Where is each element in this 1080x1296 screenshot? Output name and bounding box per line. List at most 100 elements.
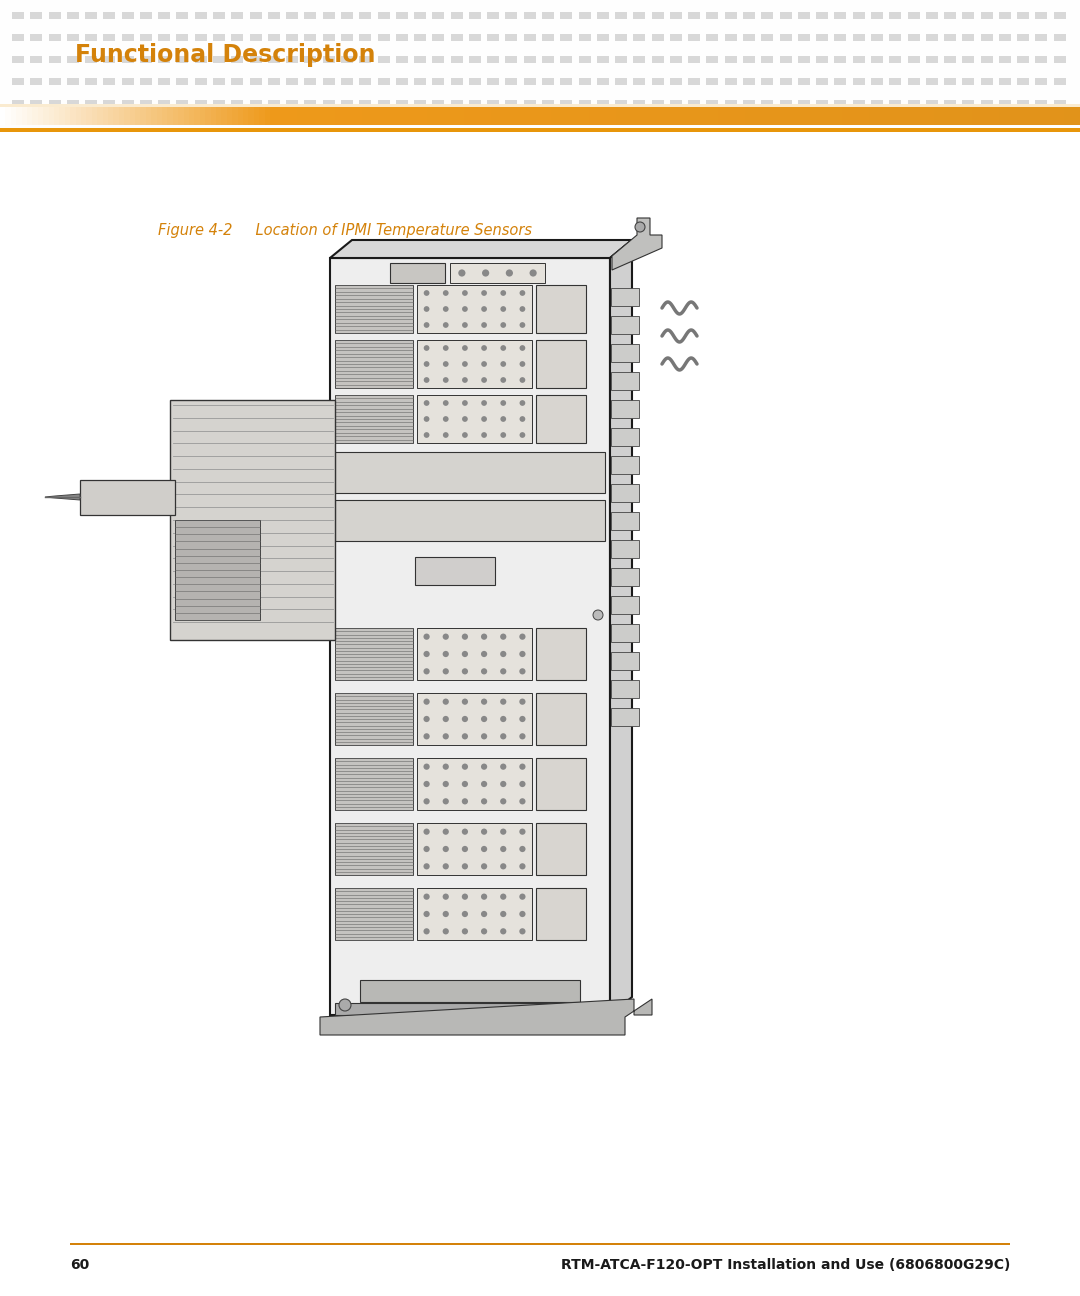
Bar [85,78,97,86]
Bar [323,56,335,64]
Bar [611,483,639,502]
Bar [816,56,828,64]
Bar [1036,34,1048,41]
Bar [49,105,55,124]
Circle shape [423,416,430,422]
Circle shape [443,323,448,328]
Bar [853,105,860,124]
Bar [835,34,847,41]
Bar [1031,105,1038,124]
Bar [213,12,225,19]
Bar [988,105,995,124]
Bar [268,78,280,86]
Bar [286,56,298,64]
Bar [469,12,481,19]
Bar [870,12,883,19]
Bar [487,78,499,86]
Bar [962,56,974,64]
Circle shape [500,911,507,918]
Bar [605,105,611,124]
Bar [740,105,746,124]
Bar [292,105,298,124]
Bar [798,56,810,64]
Circle shape [519,893,526,899]
Bar [122,34,134,41]
Bar [470,105,476,124]
Bar [780,34,792,41]
Bar [378,100,390,108]
Bar [579,34,591,41]
Bar [140,34,152,41]
Circle shape [500,651,507,657]
Bar [859,105,865,124]
Bar [505,56,517,64]
Polygon shape [612,218,662,270]
Bar [158,56,171,64]
Bar [395,78,408,86]
Circle shape [443,699,449,705]
Bar [360,34,372,41]
Bar [104,78,116,86]
Bar [761,56,773,64]
Bar [140,12,152,19]
Bar [464,105,471,124]
Bar [378,105,384,124]
Bar [448,105,455,124]
Bar [313,105,320,124]
Bar [356,105,363,124]
Circle shape [482,362,487,367]
Bar [416,105,422,124]
Circle shape [519,306,525,312]
Bar [341,12,353,19]
Bar [1017,56,1029,64]
Bar [286,100,298,108]
Bar [67,56,79,64]
Circle shape [462,634,468,640]
Circle shape [482,377,487,382]
Circle shape [505,270,513,276]
Bar [718,105,725,124]
Bar [335,500,605,540]
Bar [367,105,374,124]
Bar [54,105,60,124]
Bar [469,34,481,41]
Circle shape [462,734,468,740]
Circle shape [443,763,449,770]
Bar [902,105,908,124]
Bar [305,100,316,108]
Bar [286,78,298,86]
Circle shape [519,432,525,438]
Circle shape [500,400,507,406]
Bar [889,78,901,86]
Bar [1010,105,1016,124]
Bar [323,78,335,86]
Bar [999,100,1011,108]
Bar [140,105,147,124]
Bar [378,78,390,86]
Bar [176,34,189,41]
Bar [189,105,195,124]
Bar [691,105,698,124]
Bar [459,105,465,124]
Bar [633,100,646,108]
Bar [194,12,206,19]
Bar [319,105,325,124]
Circle shape [443,734,449,740]
Bar [432,12,444,19]
Bar [32,105,39,124]
Circle shape [500,863,507,870]
Circle shape [423,669,430,674]
Circle shape [481,928,487,934]
Bar [49,100,60,108]
Circle shape [500,377,507,382]
Bar [983,105,989,124]
Circle shape [500,763,507,770]
Bar [835,78,847,86]
Bar [889,100,901,108]
Bar [907,100,919,108]
Bar [616,56,627,64]
Bar [616,34,627,41]
Bar [410,105,417,124]
Circle shape [519,345,525,351]
Circle shape [462,893,468,899]
